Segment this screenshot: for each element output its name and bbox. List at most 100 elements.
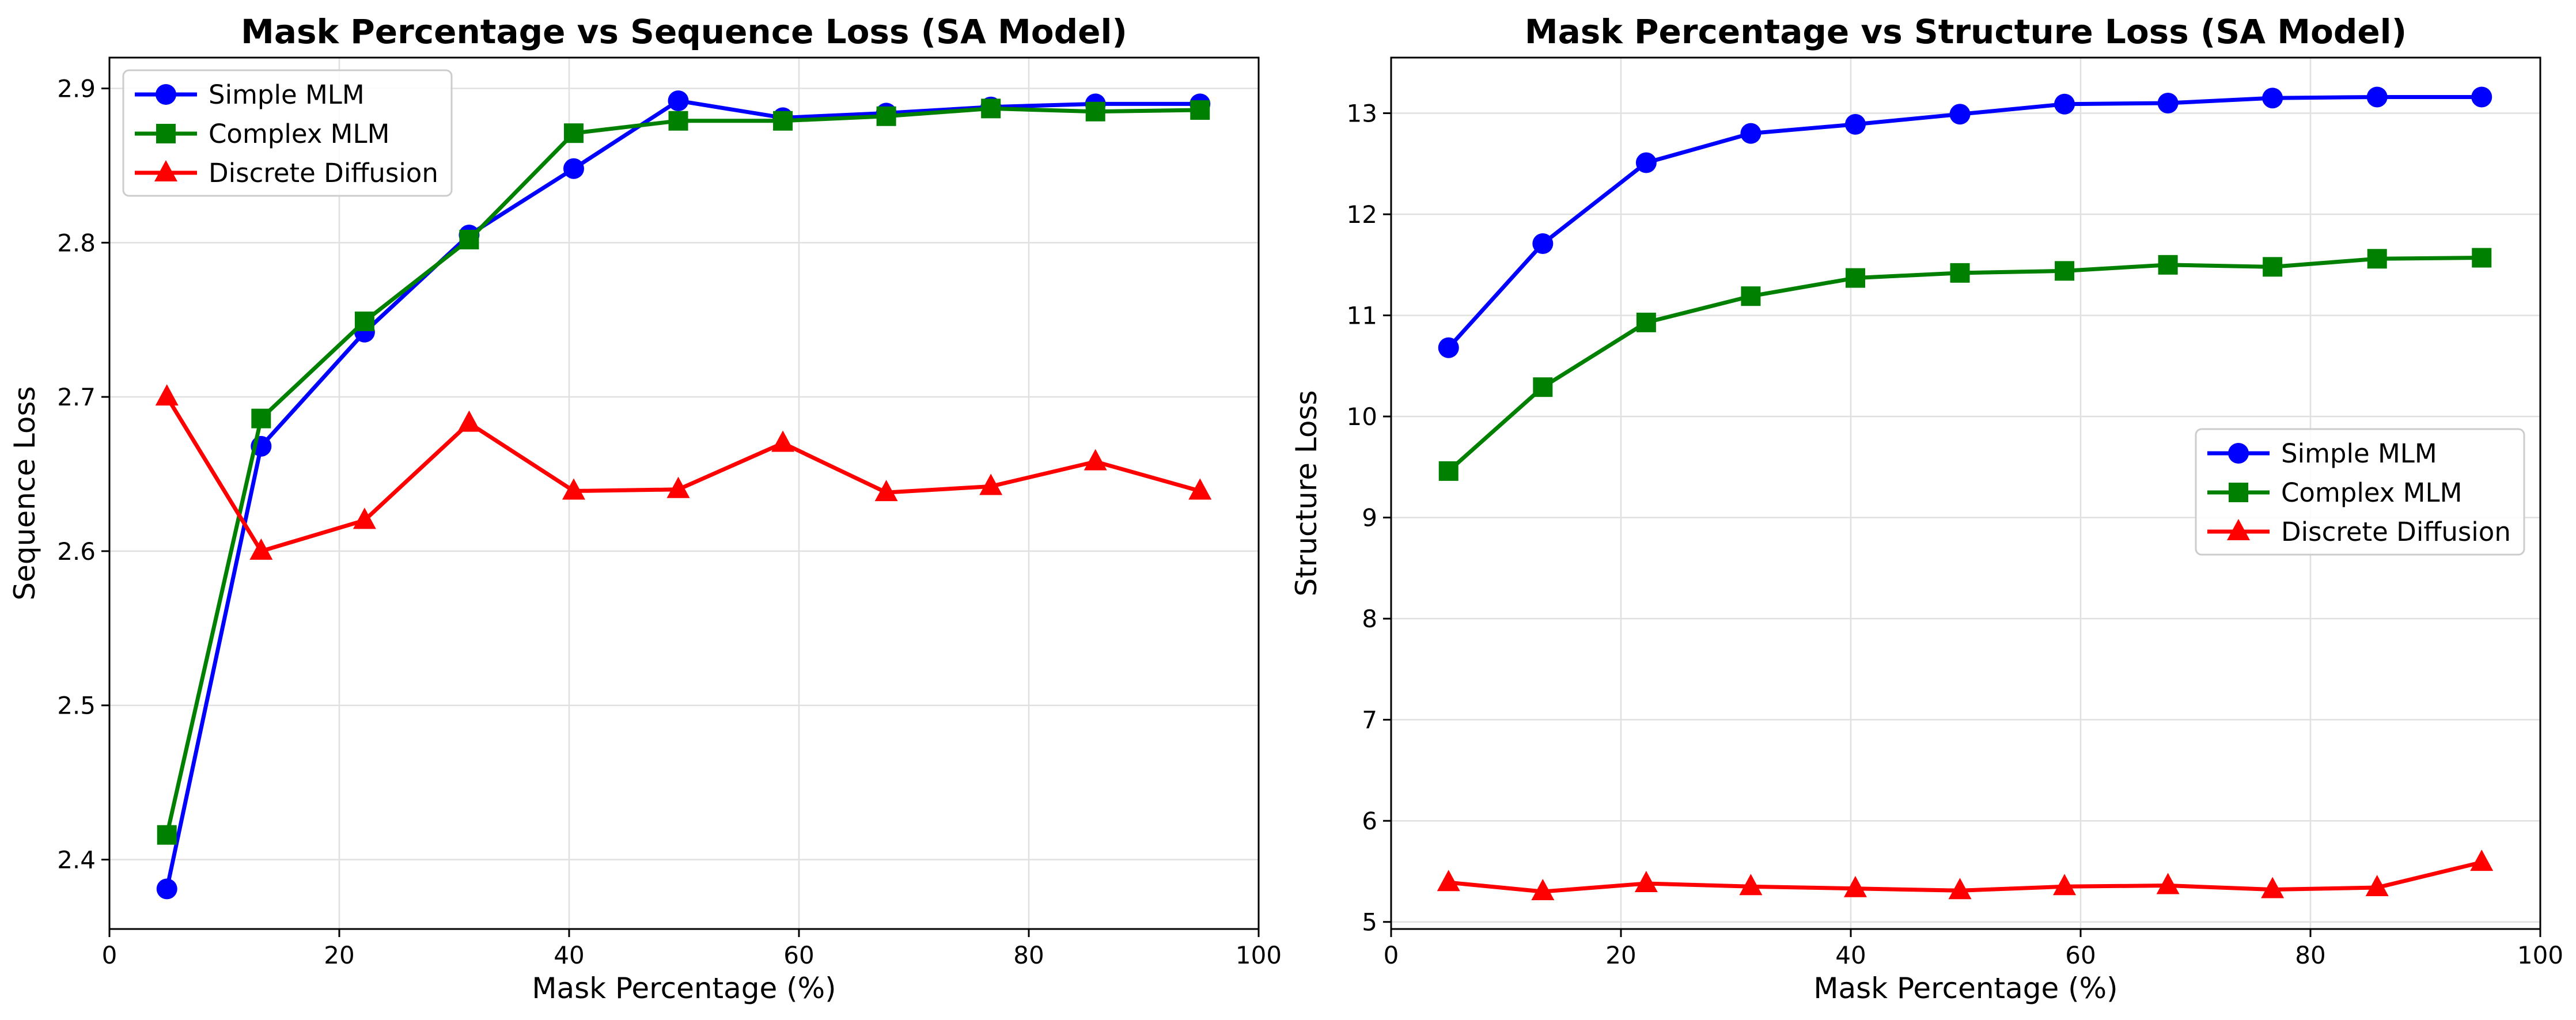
data-point [1843,875,1867,897]
data-point [1740,123,1761,144]
data-point [668,90,689,111]
plot-frame [108,56,1260,930]
data-point [1437,870,1460,892]
legend-label: Complex MLM [209,119,389,149]
y-tick-label: 2.8 [57,229,96,257]
x-axis-label: Mask Percentage (%) [532,972,836,1005]
x-tick-label: 100 [2517,941,2563,969]
y-tick-label: 2.7 [57,383,96,411]
legend: Simple MLM Complex MLM Discrete Diffusion [122,69,453,197]
legend-box [122,69,453,197]
x-tick-label: 0 [1384,941,1399,969]
y-axis-label: Structure Loss [1290,390,1323,596]
data-point [249,538,273,560]
x-tick-label: 60 [783,941,814,969]
legend-box [2195,428,2525,556]
data-point [2472,248,2492,268]
data-point [1532,233,1554,254]
legend-label: Simple MLM [209,79,365,110]
data-point [876,106,896,126]
y-tick-label: 9 [1362,504,1377,532]
data-point [155,384,179,406]
data-point [156,878,177,900]
legend-marker [154,160,177,181]
data-point [668,111,688,131]
data-point [979,473,1003,495]
data-point [2156,873,2180,894]
legend-marker [2229,483,2248,502]
x-tick-label: 80 [1013,941,1044,969]
legend-marker [156,84,176,105]
data-point [1845,268,1865,288]
data-point [2054,93,2075,115]
data-point [1531,879,1555,901]
data-point [1950,263,1970,283]
data-point [2263,257,2283,277]
y-tick-label: 2.6 [57,537,96,566]
data-point [1636,312,1656,332]
data-point [157,825,177,845]
data-point [1438,337,1459,358]
data-point [1188,478,1212,500]
data-point [2366,86,2388,108]
data-point [2053,874,2077,896]
data-point [251,408,271,429]
y-tick-label: 13 [1347,100,1377,128]
x-tick-label: 100 [1236,941,1282,969]
legend: Simple MLM Complex MLM Discrete Diffusion [2195,428,2525,556]
data-point [1741,286,1761,306]
legend-label: Discrete Diffusion [2281,517,2511,547]
data-point [1084,449,1107,471]
data-point [1739,874,1763,896]
legend-label: Complex MLM [2281,477,2462,508]
series-line-simple-mlm [1447,94,2482,350]
x-tick-label: 40 [1835,941,1866,969]
data-point [1949,104,1971,125]
x-tick-label: 40 [554,941,584,969]
data-point [562,478,585,500]
x-tick-label: 20 [324,941,354,969]
data-point [354,311,374,331]
y-tick-label: 5 [1362,908,1377,936]
data-point [771,430,795,452]
y-tick-label: 12 [1347,200,1377,229]
data-point [457,410,481,432]
data-point [1635,152,1657,173]
data-point [1844,113,1866,135]
y-tick-label: 2.5 [57,692,96,720]
y-tick-label: 10 [1347,403,1377,431]
data-point [1190,100,1210,120]
data-point [2157,92,2179,113]
data-point [459,229,479,249]
data-point [353,507,376,529]
x-tick-label: 60 [2065,941,2096,969]
legend-label: Discrete Diffusion [209,158,438,188]
y-tick-label: 8 [1362,605,1377,633]
x-tick-label: 80 [2295,941,2325,969]
data-point [666,476,690,498]
series-line-discrete-diffusion [1448,860,2483,894]
y-tick-label: 7 [1362,706,1377,734]
chart-panel-1: 0 20 40 60 80 100 2.4 2.5 2.6 2.7 2.8 2.9 Mask Perce… [8,12,1282,1005]
chart-title: Mask Percentage vs Sequence Loss (SA Mod… [241,12,1127,51]
data-point [563,123,584,143]
data-point [981,98,1001,119]
chart-title: Mask Percentage vs Structure Loss (SA Mo… [1525,12,2407,51]
data-point [2158,255,2178,275]
series-line-discrete-diffusion [165,396,1201,553]
y-tick-label: 6 [1362,807,1377,835]
plot-frame [1390,56,2541,930]
data-point [1438,461,1459,481]
data-point [1948,878,1972,900]
data-point [1533,377,1553,397]
data-point [874,480,898,502]
legend-label: Simple MLM [2281,438,2437,469]
data-point [1634,871,1658,893]
data-point [2471,86,2492,108]
data-point [2261,877,2285,898]
legend-marker [2228,443,2249,464]
data-point [2365,875,2389,897]
data-point [2262,88,2283,109]
x-axis-label: Mask Percentage (%) [1813,972,2117,1005]
